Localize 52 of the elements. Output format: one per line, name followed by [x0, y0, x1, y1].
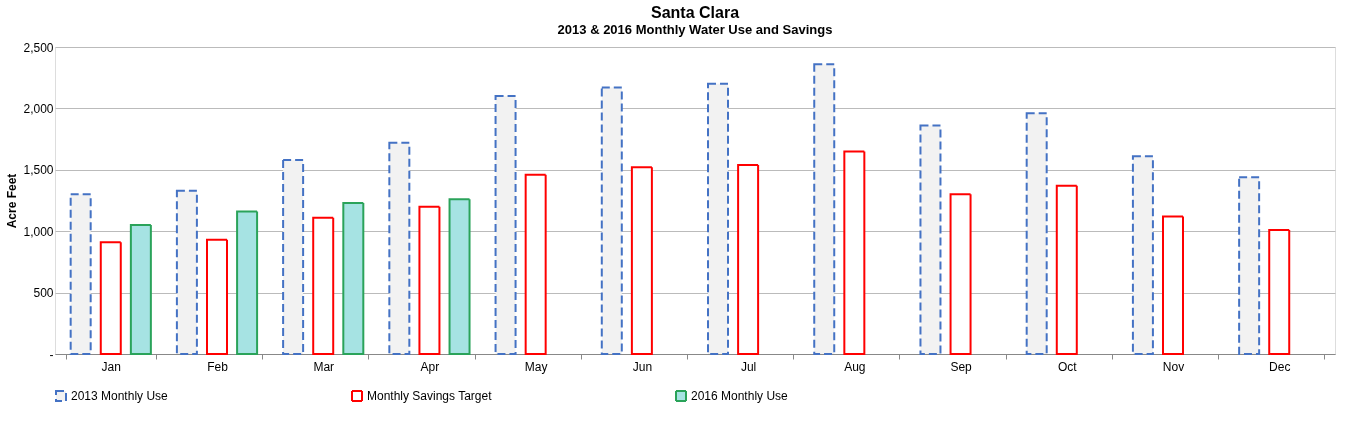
y-tick-label: 2,000	[23, 101, 54, 116]
bar	[600, 86, 623, 355]
bar	[1238, 176, 1261, 355]
bar	[1131, 155, 1154, 355]
bar	[494, 95, 517, 355]
bar	[175, 189, 198, 355]
bar	[813, 63, 836, 355]
bar	[1268, 228, 1291, 355]
legend-label: 2016 Monthly Use	[691, 389, 789, 403]
bar	[388, 141, 411, 355]
bar	[919, 124, 942, 355]
bar	[129, 224, 152, 355]
bar	[737, 163, 760, 355]
x-tick-label: Sep	[950, 359, 973, 374]
x-tick-label: Jun	[632, 359, 653, 374]
bar	[707, 82, 730, 355]
bar	[99, 241, 122, 355]
legend-label: Monthly Savings Target	[367, 389, 493, 403]
bar	[1055, 184, 1078, 355]
bar	[236, 210, 259, 355]
y-tick-label: -	[49, 347, 54, 362]
x-tick-label: Jan	[101, 359, 121, 374]
bar	[524, 173, 547, 355]
x-tick-label: Dec	[1269, 359, 1291, 374]
bar	[205, 238, 228, 355]
x-tick-label: Jul	[740, 359, 757, 374]
x-tick-label: Mar	[313, 359, 335, 374]
bar	[448, 198, 471, 355]
legend-label: 2013 Monthly Use	[71, 389, 169, 403]
y-tick-label: 500	[33, 286, 54, 301]
chart-title: Santa Clara	[650, 4, 740, 21]
x-tick-label: Oct	[1057, 359, 1078, 374]
bar	[282, 158, 305, 355]
y-axis-title: Acre Feet	[5, 173, 20, 229]
x-tick-label: Feb	[207, 359, 229, 374]
chart-subtitle: 2013 & 2016 Monthly Water Use and Savings	[557, 22, 833, 37]
bar	[418, 205, 441, 355]
x-tick-label: Apr	[420, 359, 440, 374]
x-tick-label: Nov	[1162, 359, 1185, 374]
bar	[342, 201, 365, 355]
bar	[69, 193, 92, 355]
bar	[1162, 215, 1185, 355]
bar	[1025, 112, 1048, 355]
y-tick-label: 1,500	[23, 163, 54, 178]
bar	[630, 166, 653, 355]
bar	[843, 150, 866, 355]
bar	[949, 193, 972, 355]
bar	[312, 216, 335, 355]
x-tick-label: May	[524, 359, 548, 374]
y-tick-label: 1,000	[23, 224, 54, 239]
x-tick-label: Aug	[844, 359, 866, 374]
y-tick-label: 2,500	[23, 40, 54, 55]
